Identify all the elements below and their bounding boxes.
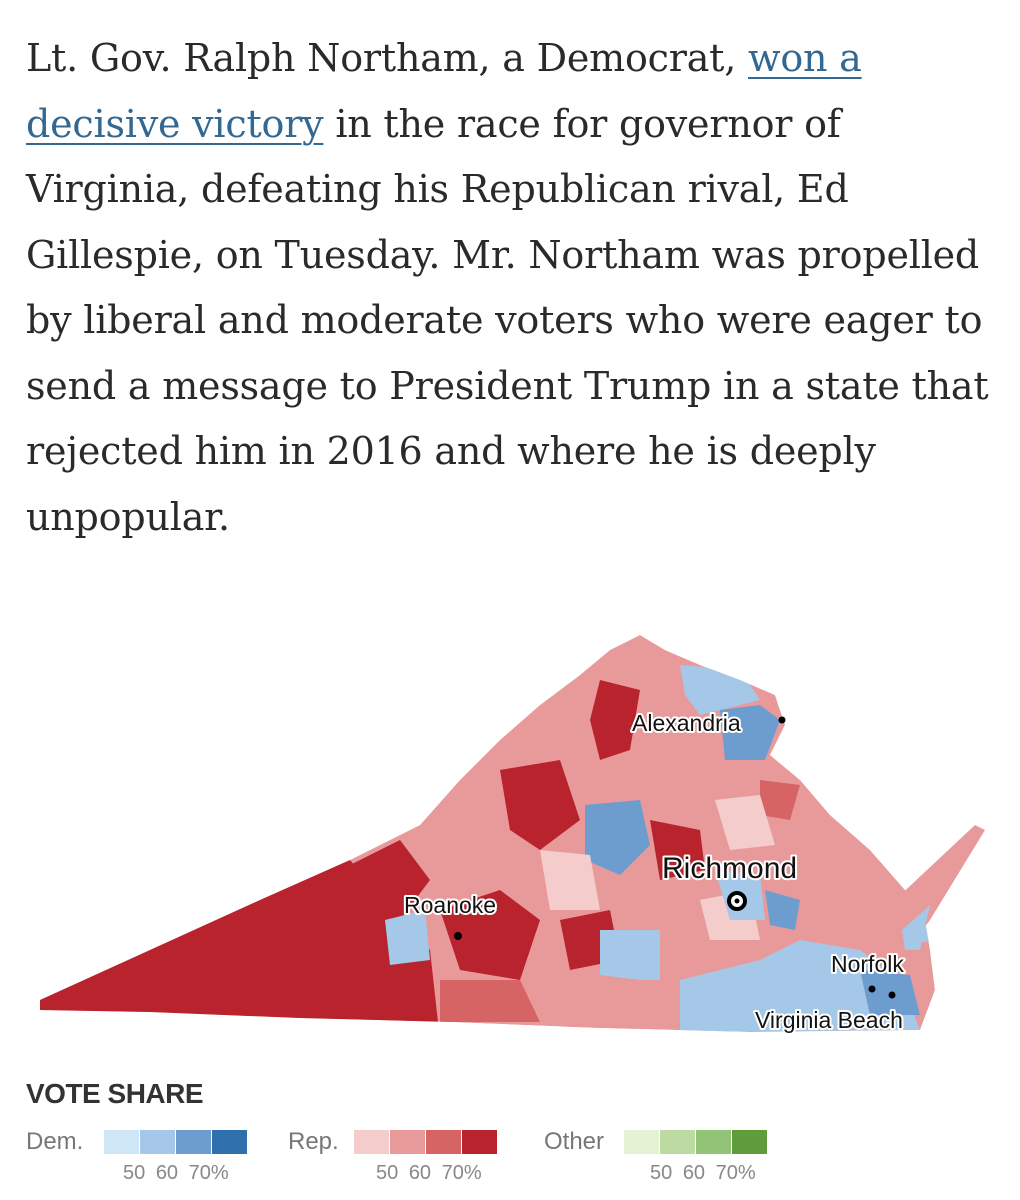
- legend-swatch: [140, 1130, 175, 1154]
- county-southside-band: [680, 940, 920, 1032]
- legend-other-swatches: [624, 1130, 768, 1154]
- legend-dem-swatches: [104, 1130, 248, 1154]
- alexandria-marker: [778, 716, 786, 724]
- tick-label: 70%: [715, 1162, 756, 1184]
- legend-title: VOTE SHARE: [26, 1078, 204, 1109]
- county-north-1: [590, 680, 640, 760]
- legend-rep-ticks: 50 60 70%: [376, 1162, 487, 1185]
- county-south-2: [560, 970, 660, 1028]
- legend-swatch: [660, 1130, 695, 1154]
- legend-swatch: [212, 1130, 247, 1154]
- legend: VOTE SHARE Dem. 50 60 70% Rep. 50 60 70%: [26, 1078, 986, 1188]
- article-paragraph: Lt. Gov. Ralph Northam, a Democrat, won …: [26, 26, 1001, 550]
- virginia-beach-marker: [888, 991, 896, 999]
- eastern-shore-south: [902, 905, 930, 950]
- tick-label: 50: [376, 1162, 399, 1184]
- roanoke-marker: [454, 932, 462, 940]
- legend-swatch: [104, 1130, 139, 1154]
- article-text-after: in the race for governor of Virginia, de…: [26, 101, 989, 539]
- county-southside-1: [600, 930, 660, 980]
- county-central-3: [650, 820, 705, 880]
- tick-label: 50: [650, 1162, 673, 1184]
- county-south-1: [440, 980, 540, 1022]
- legend-dem-ticks: 50 60 70%: [123, 1162, 234, 1185]
- county-albemarle: [585, 800, 650, 875]
- richmond-label: Richmond: [662, 852, 797, 885]
- legend-dem-label: Dem.: [26, 1128, 84, 1155]
- legend-swatch: [462, 1130, 497, 1154]
- map-svg: Alexandria Richmond Roanoke Norfolk Virg…: [40, 635, 985, 1035]
- legend-other-label: Other: [544, 1128, 605, 1155]
- virginia-results-map: Alexandria Richmond Roanoke Norfolk Virg…: [0, 620, 1020, 1060]
- legend-swatch: [426, 1130, 461, 1154]
- legend-swatch: [624, 1130, 659, 1154]
- tick-label: 70%: [441, 1162, 482, 1184]
- county-light-2: [715, 795, 775, 850]
- virginia-beach-label: Virginia Beach: [755, 1007, 903, 1033]
- county-shenandoah: [500, 760, 580, 850]
- article-link[interactable]: won a decisive victory: [26, 36, 862, 146]
- legend-rep-swatches: [354, 1130, 498, 1154]
- legend-swatch: [390, 1130, 425, 1154]
- richmond-marker-dot: [734, 898, 740, 904]
- legend-swatch: [732, 1130, 767, 1154]
- legend-swatch: [354, 1130, 389, 1154]
- norfolk-marker: [868, 985, 876, 993]
- county-layer: [40, 635, 935, 1032]
- tick-label: 60: [682, 1162, 706, 1184]
- tick-label: 50: [123, 1162, 146, 1184]
- county-roanoke: [385, 910, 430, 965]
- article-text-before: Lt. Gov. Ralph Northam, a Democrat,: [26, 36, 748, 80]
- county-central-1: [440, 890, 540, 980]
- legend-swatch: [696, 1130, 731, 1154]
- county-charles-city: [765, 890, 800, 930]
- legend-rep-label: Rep.: [288, 1128, 339, 1155]
- tick-label: 70%: [188, 1162, 229, 1184]
- alexandria-label: Alexandria: [632, 710, 741, 736]
- tick-label: 60: [408, 1162, 432, 1184]
- roanoke-label: Roanoke: [404, 892, 496, 918]
- legend-swatch: [176, 1130, 211, 1154]
- county-fairfax: [720, 705, 780, 760]
- county-east-1: [760, 780, 800, 820]
- legend-other-ticks: 50 60 70%: [650, 1162, 761, 1185]
- norfolk-label: Norfolk: [831, 951, 904, 977]
- eastern-shore-peninsula: [895, 825, 985, 940]
- tick-label: 60: [155, 1162, 179, 1184]
- county-light-1: [540, 850, 600, 910]
- county-southwest-2: [300, 840, 430, 920]
